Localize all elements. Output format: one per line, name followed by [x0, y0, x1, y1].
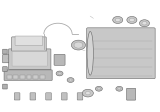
FancyBboxPatch shape	[77, 93, 83, 100]
Circle shape	[69, 79, 72, 81]
FancyBboxPatch shape	[3, 55, 9, 63]
Circle shape	[95, 86, 102, 91]
FancyBboxPatch shape	[15, 36, 43, 45]
Circle shape	[116, 86, 123, 91]
Circle shape	[56, 71, 63, 76]
Circle shape	[71, 40, 85, 50]
Circle shape	[58, 72, 61, 75]
Circle shape	[74, 42, 83, 48]
Bar	[27, 75, 31, 80]
FancyBboxPatch shape	[12, 51, 47, 66]
FancyBboxPatch shape	[14, 93, 20, 100]
FancyBboxPatch shape	[3, 49, 7, 54]
Circle shape	[118, 88, 121, 90]
FancyBboxPatch shape	[127, 88, 136, 100]
FancyBboxPatch shape	[87, 28, 155, 79]
Bar	[7, 75, 12, 80]
Circle shape	[67, 78, 74, 82]
Bar	[40, 75, 45, 80]
Circle shape	[129, 18, 134, 22]
Circle shape	[113, 16, 123, 23]
Circle shape	[85, 92, 90, 95]
Circle shape	[97, 88, 100, 90]
Bar	[13, 75, 18, 80]
Bar	[33, 75, 38, 80]
FancyBboxPatch shape	[46, 93, 51, 100]
FancyBboxPatch shape	[61, 93, 67, 100]
FancyBboxPatch shape	[4, 70, 52, 80]
FancyBboxPatch shape	[8, 49, 51, 70]
Bar	[20, 75, 25, 80]
Ellipse shape	[87, 31, 93, 75]
FancyBboxPatch shape	[3, 67, 7, 71]
Circle shape	[115, 18, 120, 22]
FancyBboxPatch shape	[12, 37, 46, 51]
Circle shape	[127, 16, 137, 23]
FancyBboxPatch shape	[54, 54, 65, 65]
Circle shape	[139, 20, 149, 27]
FancyBboxPatch shape	[3, 84, 7, 89]
Circle shape	[82, 89, 93, 97]
FancyBboxPatch shape	[30, 93, 36, 100]
Circle shape	[142, 22, 147, 25]
